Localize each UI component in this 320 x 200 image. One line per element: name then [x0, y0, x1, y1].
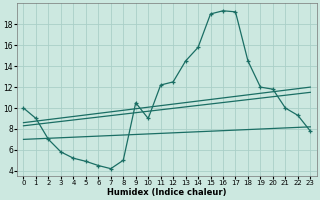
- X-axis label: Humidex (Indice chaleur): Humidex (Indice chaleur): [107, 188, 227, 197]
